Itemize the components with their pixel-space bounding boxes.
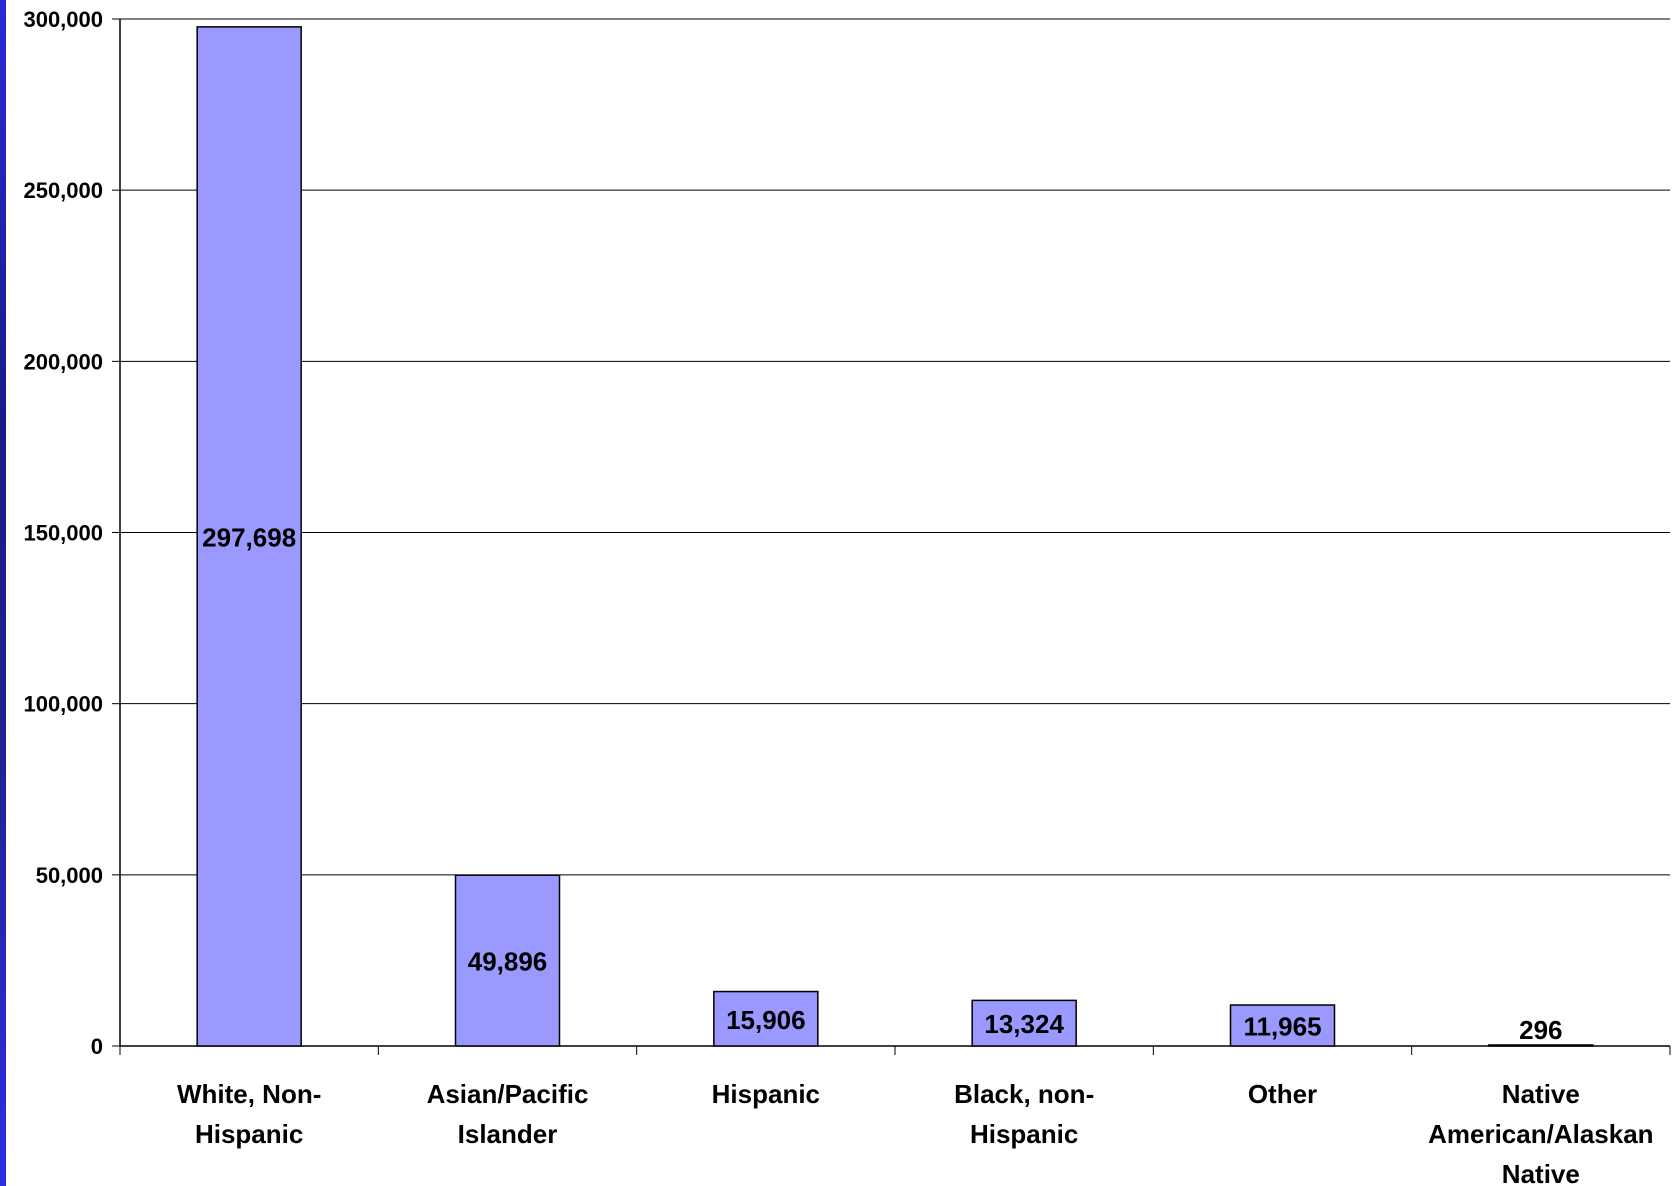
x-category-label: White, Non-	[177, 1079, 321, 1109]
x-axis-category-labels: White, Non- Hispanic Asian/Pacific Islander…	[177, 1079, 1654, 1186]
x-category-label: Hispanic	[712, 1079, 820, 1109]
data-labels: 297,698 49,896 15,906 13,324 11,965 296	[202, 522, 1562, 1045]
axes	[112, 18, 1671, 1055]
y-tick-label: 150,000	[23, 521, 103, 546]
x-category-label: Asian/Pacific	[427, 1079, 589, 1109]
y-tick-label: 100,000	[23, 692, 103, 717]
x-category-label: Black, non-	[954, 1079, 1094, 1109]
x-category-label: Other	[1248, 1079, 1317, 1109]
x-category-label: American/Alaskan	[1428, 1119, 1653, 1149]
y-tick-label: 50,000	[36, 863, 103, 888]
x-category-label: Hispanic	[195, 1119, 303, 1149]
bar	[1229, 1004, 1336, 1047]
bar	[713, 990, 819, 1047]
data-label: 296	[1519, 1015, 1562, 1045]
bar	[196, 26, 302, 1047]
gridlines	[120, 18, 1670, 876]
data-label: 13,324	[984, 1009, 1064, 1039]
data-label: 297,698	[202, 522, 296, 552]
y-tick-label: 300,000	[23, 7, 103, 32]
y-tick-label: 0	[91, 1034, 103, 1059]
bar	[1488, 1044, 1594, 1047]
x-category-label: Hispanic	[970, 1119, 1078, 1149]
y-tick-label: 200,000	[23, 349, 103, 374]
bars	[196, 26, 1594, 1047]
y-axis-tick-labels: 0 50,000 100,000 150,000 200,000 250,000 300,0…	[23, 7, 103, 1059]
data-label: 49,896	[468, 947, 548, 977]
x-category-label: Native	[1502, 1079, 1580, 1109]
x-category-label: Native	[1502, 1159, 1580, 1186]
x-category-label: Islander	[458, 1119, 558, 1149]
y-tick-label: 250,000	[23, 178, 103, 203]
data-label: 15,906	[726, 1005, 806, 1035]
bar	[971, 999, 1077, 1047]
bar	[454, 874, 561, 1047]
data-label: 11,965	[1243, 1012, 1321, 1042]
slide-left-border	[0, 0, 6, 1186]
